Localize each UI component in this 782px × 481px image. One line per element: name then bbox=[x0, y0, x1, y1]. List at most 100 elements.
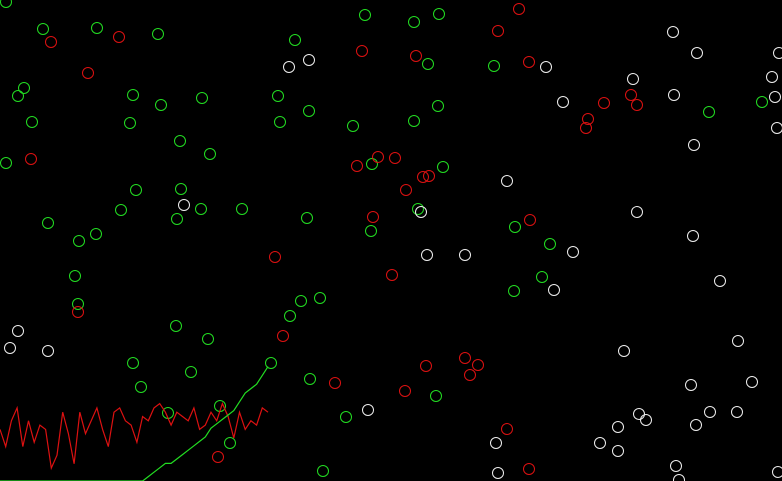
green-agent bbox=[37, 23, 49, 35]
white-agent bbox=[773, 47, 782, 59]
green-agent bbox=[412, 203, 424, 215]
green-agent bbox=[26, 116, 38, 128]
green-agent bbox=[130, 184, 142, 196]
green-agent bbox=[204, 148, 216, 160]
white-agent bbox=[594, 437, 606, 449]
red-agent bbox=[410, 50, 422, 62]
red-agent bbox=[523, 463, 535, 475]
red-agent bbox=[523, 56, 535, 68]
white-agent bbox=[688, 139, 700, 151]
white-agent bbox=[766, 71, 778, 83]
green-agent bbox=[304, 373, 316, 385]
red-agent bbox=[580, 122, 592, 134]
green-agent bbox=[0, 0, 12, 8]
green-agent bbox=[703, 106, 715, 118]
green-agent bbox=[437, 161, 449, 173]
red-agent bbox=[72, 306, 84, 318]
white-agent bbox=[618, 345, 630, 357]
green-agent bbox=[127, 357, 139, 369]
population-plot bbox=[0, 366, 269, 481]
green-agent bbox=[340, 411, 352, 423]
red-agent bbox=[464, 369, 476, 381]
green-agent bbox=[265, 357, 277, 369]
white-agent bbox=[283, 61, 295, 73]
green-agent bbox=[433, 8, 445, 20]
red-agent bbox=[459, 352, 471, 364]
green-agent bbox=[314, 292, 326, 304]
red-agent bbox=[582, 113, 594, 125]
white-agent bbox=[667, 26, 679, 38]
green-agent bbox=[18, 82, 30, 94]
red-agent bbox=[45, 36, 57, 48]
red-agent bbox=[501, 423, 513, 435]
green-agent bbox=[69, 270, 81, 282]
green-agent bbox=[488, 60, 500, 72]
white-agent bbox=[640, 414, 652, 426]
green-agent bbox=[509, 221, 521, 233]
green-agent bbox=[536, 271, 548, 283]
green-agent bbox=[174, 135, 186, 147]
green-agent bbox=[508, 285, 520, 297]
red-agent bbox=[400, 184, 412, 196]
green-agent bbox=[366, 158, 378, 170]
green-agent bbox=[202, 333, 214, 345]
green-agent bbox=[295, 295, 307, 307]
red-agent bbox=[269, 251, 281, 263]
white-agent bbox=[501, 175, 513, 187]
green-agent bbox=[365, 225, 377, 237]
green-agent bbox=[0, 157, 12, 169]
white-agent bbox=[540, 61, 552, 73]
white-agent bbox=[612, 421, 624, 433]
white-agent bbox=[557, 96, 569, 108]
red-agent bbox=[492, 25, 504, 37]
red-agent bbox=[372, 151, 384, 163]
white-agent bbox=[771, 122, 782, 134]
white-agent bbox=[731, 406, 743, 418]
red-agent bbox=[513, 3, 525, 15]
white-agent bbox=[769, 91, 781, 103]
white-agent bbox=[714, 275, 726, 287]
green-agent bbox=[91, 22, 103, 34]
white-agent bbox=[459, 249, 471, 261]
green-agent bbox=[359, 9, 371, 21]
red-agent bbox=[356, 45, 368, 57]
white-agent bbox=[303, 54, 315, 66]
green-agent bbox=[175, 183, 187, 195]
green-agent bbox=[317, 465, 329, 477]
red-population-line bbox=[0, 401, 269, 471]
red-agent bbox=[598, 97, 610, 109]
white-agent bbox=[548, 284, 560, 296]
green-agent bbox=[195, 203, 207, 215]
green-agent bbox=[284, 310, 296, 322]
green-agent bbox=[115, 204, 127, 216]
white-agent bbox=[746, 376, 758, 388]
white-agent bbox=[12, 325, 24, 337]
green-agent bbox=[756, 96, 768, 108]
white-agent bbox=[673, 474, 685, 481]
red-agent bbox=[212, 451, 224, 463]
red-agent bbox=[472, 359, 484, 371]
green-agent bbox=[274, 116, 286, 128]
red-agent bbox=[420, 360, 432, 372]
red-agent bbox=[82, 67, 94, 79]
red-agent bbox=[417, 171, 429, 183]
green-agent bbox=[347, 120, 359, 132]
green-agent bbox=[272, 90, 284, 102]
white-agent bbox=[567, 246, 579, 258]
green-agent bbox=[171, 213, 183, 225]
green-agent bbox=[135, 381, 147, 393]
red-agent bbox=[113, 31, 125, 43]
red-agent bbox=[625, 89, 637, 101]
white-agent bbox=[690, 419, 702, 431]
green-agent bbox=[196, 92, 208, 104]
white-agent bbox=[687, 230, 699, 242]
red-agent bbox=[367, 211, 379, 223]
white-agent bbox=[4, 342, 16, 354]
green-agent bbox=[90, 228, 102, 240]
white-agent bbox=[691, 47, 703, 59]
white-agent bbox=[633, 408, 645, 420]
white-agent bbox=[415, 206, 427, 218]
green-agent bbox=[155, 99, 167, 111]
